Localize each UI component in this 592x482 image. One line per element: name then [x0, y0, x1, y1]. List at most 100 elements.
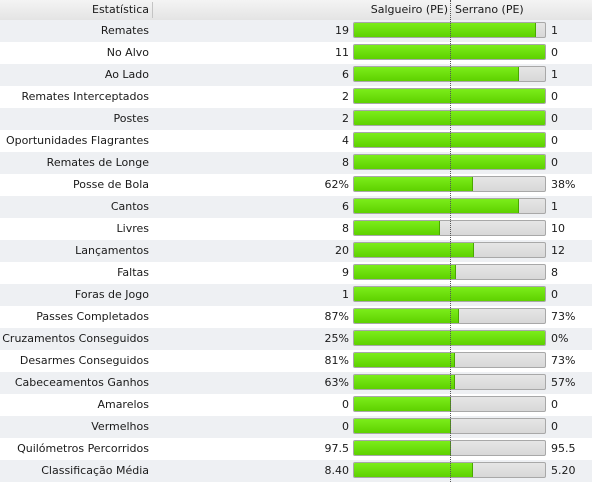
stat-row: Cabeceamentos Ganhos 63% 57% [0, 372, 592, 394]
stat-row: Remates Interceptados 2 0 [0, 86, 592, 108]
comparison-bar [353, 286, 546, 302]
stat-label: Oportunidades Flagrantes [5, 134, 149, 147]
stat-label: No Alvo [106, 46, 149, 59]
away-value: 0 [551, 420, 558, 433]
comparison-bar [353, 440, 546, 456]
home-share-fill [354, 331, 545, 345]
comparison-bar [353, 154, 546, 170]
home-share-fill [354, 23, 536, 37]
away-value: 73% [551, 310, 576, 323]
stat-label: Faltas [117, 266, 149, 279]
stat-row: Oportunidades Flagrantes 4 0 [0, 130, 592, 152]
away-value: 0 [551, 46, 558, 59]
header-away-team[interactable]: Serrano (PE) [455, 3, 524, 16]
stats-rows: Remates 19 1 No Alvo 11 0 Ao Lado 6 1 Remates Int… [0, 20, 592, 482]
stat-row: Ao Lado 6 1 [0, 64, 592, 86]
stat-row: Remates de Longe 8 0 [0, 152, 592, 174]
table-header: Estatística Salgueiro (PE) Serrano (PE) [0, 0, 592, 21]
home-value: 97.5 [324, 442, 350, 455]
stat-label: Cruzamentos Conseguidos [2, 332, 149, 345]
home-share-fill [354, 287, 545, 301]
stat-label: Classificação Média [41, 464, 149, 477]
stat-row: Vermelhos 0 0 [0, 416, 592, 438]
stat-row: Foras de Jogo 1 0 [0, 284, 592, 306]
header-stat-label[interactable]: Estatística [92, 3, 149, 16]
stat-row: Classificação Média 8.40 5.20 [0, 460, 592, 482]
comparison-bar [353, 220, 546, 236]
stat-row: Postes 2 0 [0, 108, 592, 130]
comparison-bar [353, 264, 546, 280]
home-value: 63% [324, 376, 349, 389]
away-value: 8 [551, 266, 558, 279]
stat-label: Postes [113, 112, 149, 125]
stat-row: Amarelos 0 0 [0, 394, 592, 416]
stat-row: Posse de Bola 62% 38% [0, 174, 592, 196]
home-share-fill [354, 177, 473, 191]
comparison-bar [353, 44, 546, 60]
comparison-bar [353, 396, 546, 412]
header-home-team[interactable]: Salgueiro (PE) [370, 3, 448, 16]
away-value: 0 [551, 398, 558, 411]
comparison-bar [353, 198, 546, 214]
comparison-bar [353, 308, 546, 324]
home-value: 19 [335, 24, 349, 37]
home-share-fill [354, 419, 451, 433]
away-value: 1 [551, 200, 558, 213]
stat-label: Quilómetros Percorridos [17, 442, 149, 455]
away-value: 57% [551, 376, 576, 389]
stat-label: Vermelhos [91, 420, 149, 433]
comparison-bar [353, 462, 546, 478]
comparison-bar [353, 330, 546, 346]
home-value: 11 [335, 46, 349, 59]
away-value: 12 [551, 244, 565, 257]
home-value: 9 [342, 266, 349, 279]
away-value: 1 [551, 68, 558, 81]
comparison-bar [353, 22, 546, 38]
home-value: 0 [342, 398, 349, 411]
away-value: 0 [551, 288, 558, 301]
home-value: 20 [335, 244, 349, 257]
stat-label: Foras de Jogo [74, 288, 149, 301]
stat-label: Remates de Longe [46, 156, 149, 169]
stat-label: Remates Interceptados [21, 90, 149, 103]
home-value: 25% [324, 332, 349, 345]
home-share-fill [354, 463, 473, 477]
home-share-fill [354, 265, 456, 279]
stat-label: Cabeceamentos Ganhos [14, 376, 149, 389]
home-value: 2 [342, 112, 349, 125]
home-value: 6 [342, 200, 349, 213]
stat-label: Amarelos [97, 398, 149, 411]
stat-row: Cantos 6 1 [0, 196, 592, 218]
away-value: 10 [551, 222, 565, 235]
stat-label: Livres [116, 222, 149, 235]
home-value: 4 [342, 134, 349, 147]
away-value: 0 [551, 156, 558, 169]
stat-row: Remates 19 1 [0, 20, 592, 42]
home-share-fill [354, 199, 519, 213]
stat-label: Ao Lado [104, 68, 149, 81]
home-share-fill [354, 221, 440, 235]
home-share-fill [354, 375, 455, 389]
home-value: 62% [324, 178, 349, 191]
comparison-bar [353, 374, 546, 390]
stat-row: Livres 8 10 [0, 218, 592, 240]
home-share-fill [354, 353, 455, 367]
comparison-bar [353, 66, 546, 82]
away-value: 73% [551, 354, 576, 367]
home-value: 8 [342, 156, 349, 169]
home-value: 8.40 [324, 464, 350, 477]
away-value: 0 [551, 112, 558, 125]
home-share-fill [354, 111, 545, 125]
stat-label: Lançamentos [75, 244, 149, 257]
away-value: 0% [551, 332, 569, 345]
header-column-separator[interactable] [152, 2, 153, 18]
comparison-bar [353, 176, 546, 192]
home-share-fill [354, 155, 545, 169]
stat-row: No Alvo 11 0 [0, 42, 592, 64]
stat-row: Desarmes Conseguidos 81% 73% [0, 350, 592, 372]
stat-label: Remates [100, 24, 149, 37]
away-value: 0 [551, 90, 558, 103]
home-share-fill [354, 441, 451, 455]
away-value: 95.5 [551, 442, 576, 455]
